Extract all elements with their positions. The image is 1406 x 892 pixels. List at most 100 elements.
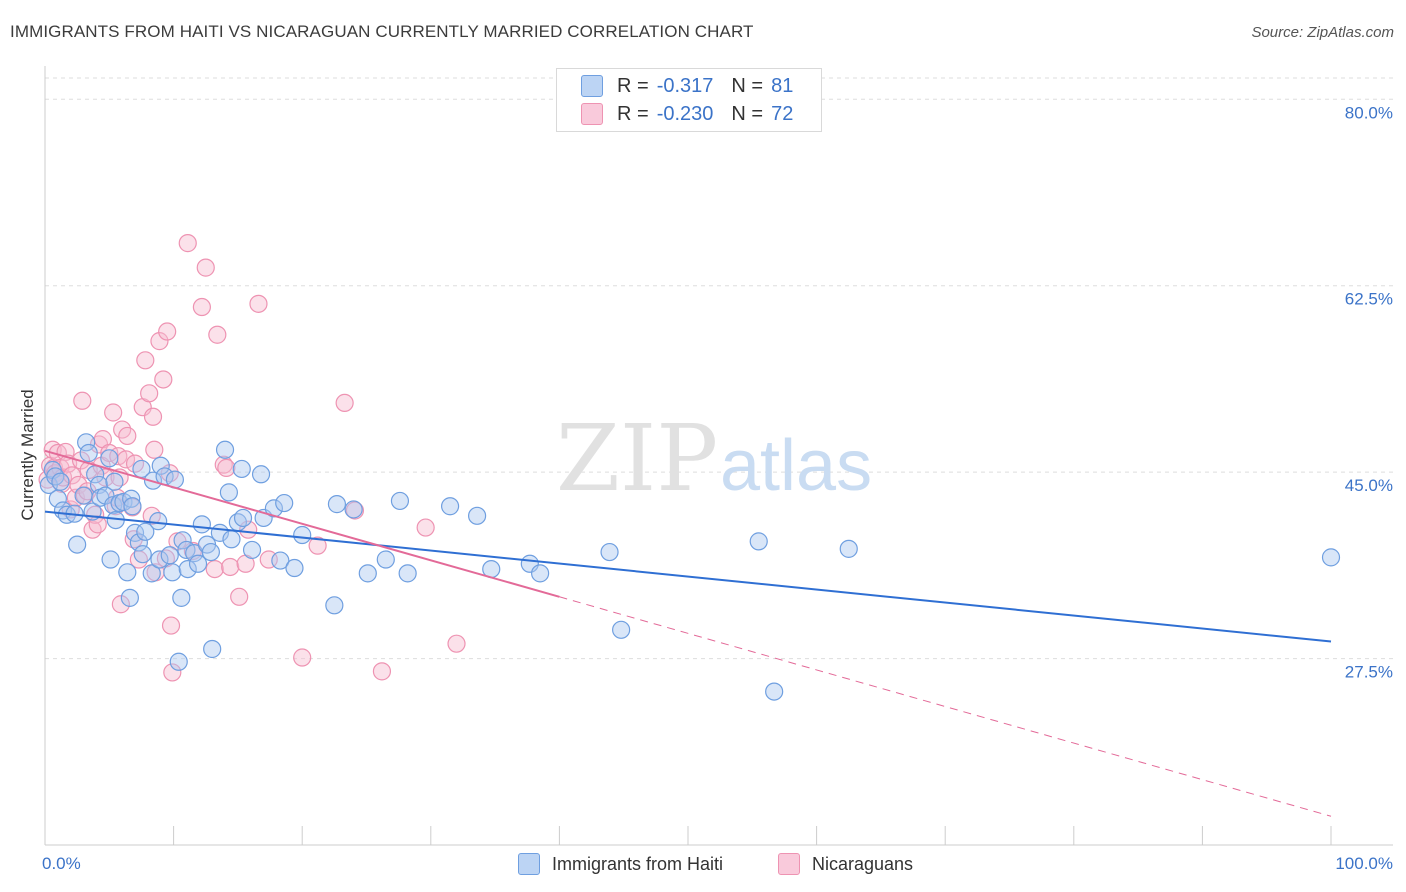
haiti-point xyxy=(749,532,768,551)
haiti-point xyxy=(325,596,344,615)
haiti-point xyxy=(77,433,96,452)
haiti-point xyxy=(839,539,858,558)
haiti-point xyxy=(612,620,631,639)
nicaraguans-point xyxy=(111,595,130,614)
nicaraguans-point xyxy=(230,587,249,606)
haiti-points xyxy=(39,433,1341,701)
legend-swatch-nicaraguans xyxy=(581,103,603,125)
legend-r-value: -0.230 xyxy=(656,102,714,125)
legend-r-label: R = xyxy=(617,102,649,125)
haiti-point xyxy=(133,545,152,564)
series-legend-haiti[interactable]: Immigrants from Haiti xyxy=(518,852,723,876)
trend-lines xyxy=(44,449,1332,817)
legend-row-nicaraguans: R = -0.230 N = 72 xyxy=(581,101,793,127)
haiti-point xyxy=(118,563,137,582)
nicaraguans-point xyxy=(372,662,392,681)
source-label: Source: ZipAtlas.com xyxy=(1251,24,1394,41)
haiti-point xyxy=(203,639,222,659)
haiti-point xyxy=(440,497,460,516)
correlation-legend: R = -0.317 N = 81 R = -0.230 N = 72 xyxy=(556,68,822,132)
watermark-zip: ZIP xyxy=(556,405,718,512)
legend-r-label: R = xyxy=(617,74,649,97)
nicaraguans-point xyxy=(249,294,268,313)
nicaraguans-point xyxy=(73,391,92,410)
haiti-point xyxy=(232,459,251,479)
legend-row-haiti: R = -0.317 N = 81 xyxy=(581,73,793,99)
haiti-point xyxy=(178,559,197,579)
haiti-point xyxy=(151,456,170,475)
legend-n-value: 81 xyxy=(771,74,794,97)
haiti-point xyxy=(129,533,148,552)
nicaraguans-point xyxy=(104,403,123,422)
haiti-point xyxy=(100,449,119,468)
nicaraguans-point xyxy=(416,518,435,537)
haiti-point xyxy=(467,506,487,525)
haiti-point xyxy=(376,550,395,569)
watermark: ZIP atlas xyxy=(556,405,872,512)
nicaraguans-point xyxy=(208,325,227,344)
haiti-point xyxy=(275,493,294,513)
haiti-point xyxy=(765,682,784,701)
haiti-point xyxy=(120,588,139,607)
nicaraguans-point xyxy=(217,458,236,477)
nicaraguans-point xyxy=(136,351,155,370)
x-tick-label: 100.0% xyxy=(1335,854,1393,873)
legend-r-value: -0.317 xyxy=(656,74,714,97)
nicaraguans-point xyxy=(154,370,173,389)
haiti-point xyxy=(215,440,235,459)
legend-n-label: N = xyxy=(731,74,764,97)
haiti-point xyxy=(251,465,271,484)
nicaraguans-point xyxy=(221,557,240,577)
nicaraguans-point xyxy=(143,407,163,426)
y-tick-label: 27.5% xyxy=(1345,663,1393,682)
haiti-point xyxy=(79,443,98,463)
nicaraguans-point xyxy=(118,426,137,446)
haiti-point xyxy=(327,495,347,514)
x-tick-label: 0.0% xyxy=(42,854,81,873)
legend-swatch-nicaraguans xyxy=(778,853,800,875)
nicaraguans-point xyxy=(161,616,181,635)
haiti-point xyxy=(285,558,304,578)
haiti-point xyxy=(46,467,65,486)
haiti-point xyxy=(105,472,124,491)
nicaraguans-point xyxy=(447,634,466,653)
haiti-point xyxy=(358,564,377,583)
watermark-atlas: atlas xyxy=(720,426,872,506)
haiti-point xyxy=(123,497,142,516)
haiti-point xyxy=(293,525,312,545)
haiti-point xyxy=(192,515,211,534)
axes xyxy=(44,66,1393,846)
haiti-point xyxy=(344,500,363,519)
nicaraguans-point xyxy=(178,234,197,253)
legend-n-label: N = xyxy=(731,102,764,125)
haiti-point xyxy=(1321,548,1341,567)
nicaraguans-point xyxy=(239,520,258,539)
haiti-point xyxy=(264,499,284,518)
series-legend-nicaraguans[interactable]: Nicaraguans xyxy=(778,852,913,876)
nicaraguans-point xyxy=(69,475,88,495)
legend-swatch-haiti xyxy=(581,75,603,97)
haiti-point xyxy=(531,564,550,583)
y-tick-label: 45.0% xyxy=(1345,476,1393,495)
nicaraguans-point xyxy=(140,384,159,403)
nicaraguans-point xyxy=(205,559,224,579)
haiti-point xyxy=(600,542,619,562)
nicaraguans-point xyxy=(308,536,327,555)
haiti-point xyxy=(173,531,192,550)
nicaraguans-point xyxy=(335,393,354,413)
haiti-point xyxy=(136,522,155,541)
nicaraguans-point xyxy=(214,455,233,474)
haiti-point xyxy=(390,491,410,511)
haiti-point xyxy=(172,588,191,607)
haiti-point xyxy=(188,554,208,573)
nicaraguans-point xyxy=(345,501,365,520)
haiti-trend-line xyxy=(44,510,1332,643)
legend-n-value: 72 xyxy=(771,102,794,125)
haiti-point xyxy=(163,563,182,582)
nicaraguans-trend-extension xyxy=(559,596,1332,817)
haiti-point xyxy=(233,508,253,528)
haiti-point xyxy=(96,486,115,505)
haiti-point xyxy=(169,652,188,671)
nicaraguans-point xyxy=(192,297,211,317)
